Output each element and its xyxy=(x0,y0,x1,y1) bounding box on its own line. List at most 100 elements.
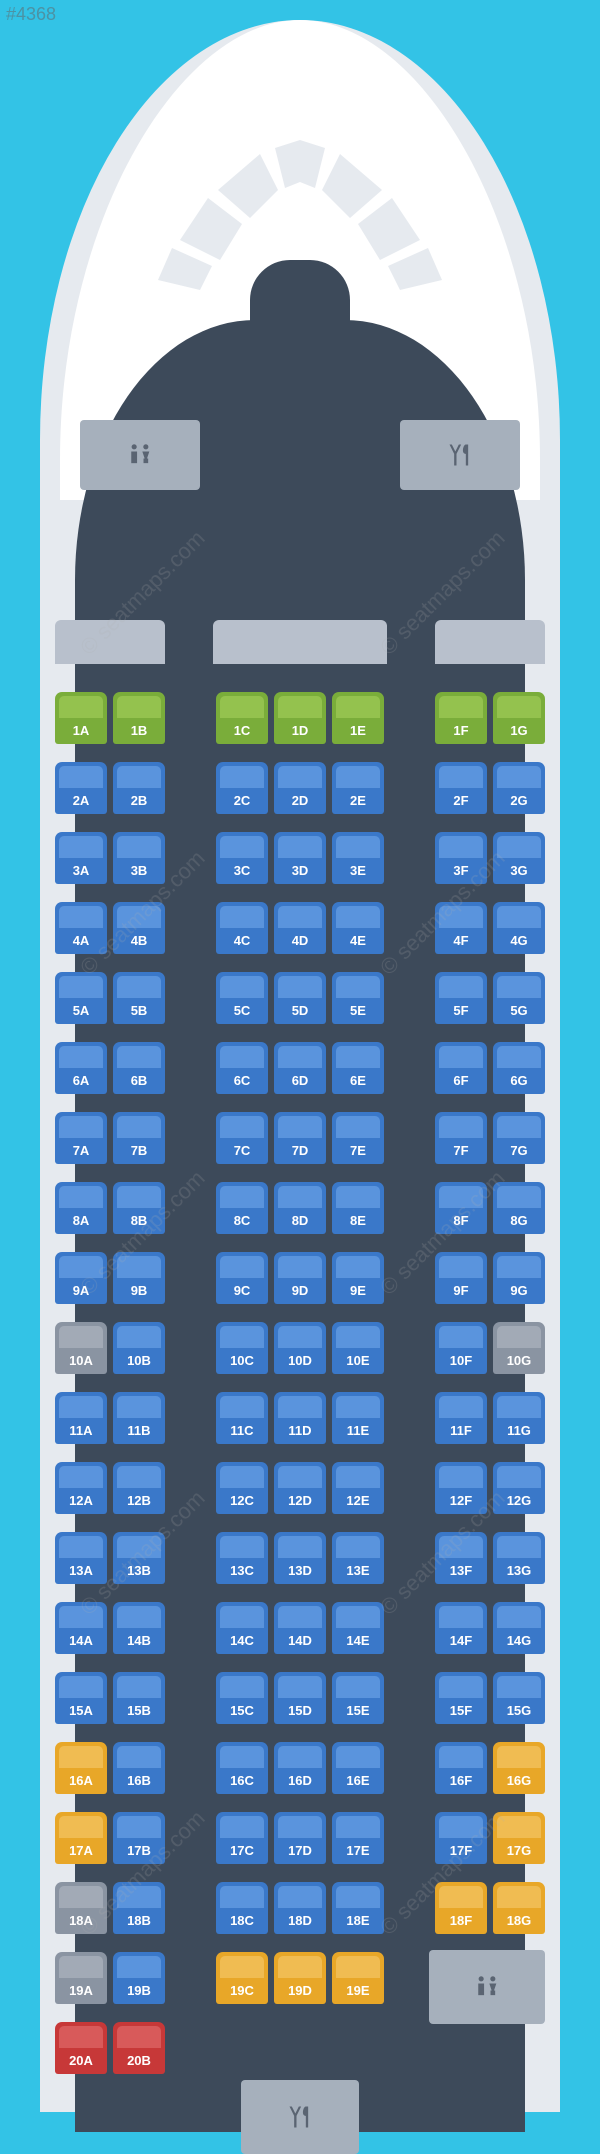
seat-13G[interactable]: 13G xyxy=(493,1532,545,1584)
seat-4E[interactable]: 4E xyxy=(332,902,384,954)
seat-4C[interactable]: 4C xyxy=(216,902,268,954)
seat-18B[interactable]: 18B xyxy=(113,1882,165,1934)
seat-11A[interactable]: 11A xyxy=(55,1392,107,1444)
seat-14B[interactable]: 14B xyxy=(113,1602,165,1654)
seat-2D[interactable]: 2D xyxy=(274,762,326,814)
seat-11E[interactable]: 11E xyxy=(332,1392,384,1444)
seat-16A[interactable]: 16A xyxy=(55,1742,107,1794)
seat-2F[interactable]: 2F xyxy=(435,762,487,814)
seat-9G[interactable]: 9G xyxy=(493,1252,545,1304)
seat-10F[interactable]: 10F xyxy=(435,1322,487,1374)
seat-15A[interactable]: 15A xyxy=(55,1672,107,1724)
seat-5A[interactable]: 5A xyxy=(55,972,107,1024)
seat-11D[interactable]: 11D xyxy=(274,1392,326,1444)
seat-8B[interactable]: 8B xyxy=(113,1182,165,1234)
seat-4B[interactable]: 4B xyxy=(113,902,165,954)
seat-11G[interactable]: 11G xyxy=(493,1392,545,1444)
seat-5D[interactable]: 5D xyxy=(274,972,326,1024)
seat-7D[interactable]: 7D xyxy=(274,1112,326,1164)
seat-10G[interactable]: 10G xyxy=(493,1322,545,1374)
seat-1C[interactable]: 1C xyxy=(216,692,268,744)
seat-3F[interactable]: 3F xyxy=(435,832,487,884)
seat-17G[interactable]: 17G xyxy=(493,1812,545,1864)
seat-17E[interactable]: 17E xyxy=(332,1812,384,1864)
seat-16E[interactable]: 16E xyxy=(332,1742,384,1794)
seat-8G[interactable]: 8G xyxy=(493,1182,545,1234)
seat-9B[interactable]: 9B xyxy=(113,1252,165,1304)
seat-16F[interactable]: 16F xyxy=(435,1742,487,1794)
seat-15E[interactable]: 15E xyxy=(332,1672,384,1724)
seat-15D[interactable]: 15D xyxy=(274,1672,326,1724)
seat-12A[interactable]: 12A xyxy=(55,1462,107,1514)
seat-3C[interactable]: 3C xyxy=(216,832,268,884)
seat-5B[interactable]: 5B xyxy=(113,972,165,1024)
seat-4G[interactable]: 4G xyxy=(493,902,545,954)
seat-15G[interactable]: 15G xyxy=(493,1672,545,1724)
seat-12E[interactable]: 12E xyxy=(332,1462,384,1514)
seat-14A[interactable]: 14A xyxy=(55,1602,107,1654)
seat-15B[interactable]: 15B xyxy=(113,1672,165,1724)
seat-2B[interactable]: 2B xyxy=(113,762,165,814)
seat-8A[interactable]: 8A xyxy=(55,1182,107,1234)
seat-20A[interactable]: 20A xyxy=(55,2022,107,2074)
seat-11F[interactable]: 11F xyxy=(435,1392,487,1444)
seat-1A[interactable]: 1A xyxy=(55,692,107,744)
seat-8E[interactable]: 8E xyxy=(332,1182,384,1234)
seat-17C[interactable]: 17C xyxy=(216,1812,268,1864)
seat-9A[interactable]: 9A xyxy=(55,1252,107,1304)
seat-13E[interactable]: 13E xyxy=(332,1532,384,1584)
seat-2A[interactable]: 2A xyxy=(55,762,107,814)
seat-1D[interactable]: 1D xyxy=(274,692,326,744)
seat-13B[interactable]: 13B xyxy=(113,1532,165,1584)
seat-17B[interactable]: 17B xyxy=(113,1812,165,1864)
seat-15F[interactable]: 15F xyxy=(435,1672,487,1724)
seat-18G[interactable]: 18G xyxy=(493,1882,545,1934)
seat-18F[interactable]: 18F xyxy=(435,1882,487,1934)
seat-7B[interactable]: 7B xyxy=(113,1112,165,1164)
seat-7F[interactable]: 7F xyxy=(435,1112,487,1164)
seat-12C[interactable]: 12C xyxy=(216,1462,268,1514)
seat-4F[interactable]: 4F xyxy=(435,902,487,954)
seat-2C[interactable]: 2C xyxy=(216,762,268,814)
seat-1E[interactable]: 1E xyxy=(332,692,384,744)
seat-9C[interactable]: 9C xyxy=(216,1252,268,1304)
seat-3A[interactable]: 3A xyxy=(55,832,107,884)
seat-10E[interactable]: 10E xyxy=(332,1322,384,1374)
seat-16G[interactable]: 16G xyxy=(493,1742,545,1794)
seat-8C[interactable]: 8C xyxy=(216,1182,268,1234)
seat-1G[interactable]: 1G xyxy=(493,692,545,744)
seat-16D[interactable]: 16D xyxy=(274,1742,326,1794)
seat-18E[interactable]: 18E xyxy=(332,1882,384,1934)
seat-14D[interactable]: 14D xyxy=(274,1602,326,1654)
seat-14C[interactable]: 14C xyxy=(216,1602,268,1654)
seat-7G[interactable]: 7G xyxy=(493,1112,545,1164)
seat-5F[interactable]: 5F xyxy=(435,972,487,1024)
seat-6D[interactable]: 6D xyxy=(274,1042,326,1094)
seat-12B[interactable]: 12B xyxy=(113,1462,165,1514)
seat-12D[interactable]: 12D xyxy=(274,1462,326,1514)
seat-11C[interactable]: 11C xyxy=(216,1392,268,1444)
seat-8F[interactable]: 8F xyxy=(435,1182,487,1234)
seat-13D[interactable]: 13D xyxy=(274,1532,326,1584)
seat-6G[interactable]: 6G xyxy=(493,1042,545,1094)
seat-14E[interactable]: 14E xyxy=(332,1602,384,1654)
seat-10A[interactable]: 10A xyxy=(55,1322,107,1374)
seat-14F[interactable]: 14F xyxy=(435,1602,487,1654)
seat-17D[interactable]: 17D xyxy=(274,1812,326,1864)
seat-13C[interactable]: 13C xyxy=(216,1532,268,1584)
seat-6B[interactable]: 6B xyxy=(113,1042,165,1094)
seat-1B[interactable]: 1B xyxy=(113,692,165,744)
seat-3E[interactable]: 3E xyxy=(332,832,384,884)
seat-4A[interactable]: 4A xyxy=(55,902,107,954)
seat-13A[interactable]: 13A xyxy=(55,1532,107,1584)
seat-7A[interactable]: 7A xyxy=(55,1112,107,1164)
seat-5G[interactable]: 5G xyxy=(493,972,545,1024)
seat-10D[interactable]: 10D xyxy=(274,1322,326,1374)
seat-18A[interactable]: 18A xyxy=(55,1882,107,1934)
seat-6C[interactable]: 6C xyxy=(216,1042,268,1094)
seat-2E[interactable]: 2E xyxy=(332,762,384,814)
seat-6E[interactable]: 6E xyxy=(332,1042,384,1094)
seat-20B[interactable]: 20B xyxy=(113,2022,165,2074)
seat-18C[interactable]: 18C xyxy=(216,1882,268,1934)
seat-15C[interactable]: 15C xyxy=(216,1672,268,1724)
